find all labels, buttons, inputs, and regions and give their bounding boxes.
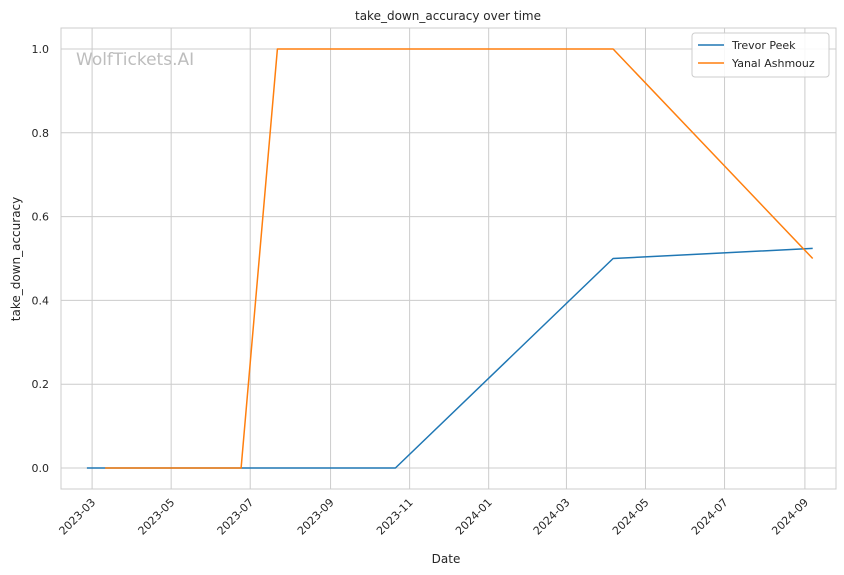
x-tick-label: 2023-09 xyxy=(295,496,337,538)
y-axis-title: take_down_accuracy xyxy=(9,197,23,321)
chart-title: take_down_accuracy over time xyxy=(355,9,541,23)
y-tick-label: 0.2 xyxy=(32,378,50,391)
x-tick-label: 2023-03 xyxy=(57,496,99,538)
x-tick-label: 2024-03 xyxy=(531,496,573,538)
plot-area xyxy=(60,27,837,490)
legend-label: Trevor Peek xyxy=(731,39,796,52)
x-axis-title: Date xyxy=(432,552,461,566)
series-line-yanal-ashmouz xyxy=(105,48,814,469)
x-tick-label: 2024-09 xyxy=(769,496,811,538)
legend-box xyxy=(691,32,830,78)
y-tick-label: 0.0 xyxy=(32,462,50,475)
y-tick-label: 1.0 xyxy=(32,43,50,56)
legend-label: Yanal Ashmouz xyxy=(731,57,815,70)
y-tick-label: 0.6 xyxy=(32,211,50,224)
x-tick-label: 2023-07 xyxy=(215,496,257,538)
x-tick-label: 2023-05 xyxy=(136,496,178,538)
x-tick-label: 2024-07 xyxy=(689,496,731,538)
y-tick-label: 0.4 xyxy=(32,294,50,307)
legend: Trevor Peek Yanal Ashmouz xyxy=(691,32,830,78)
x-tick-label: 2023-11 xyxy=(374,496,416,538)
x-tick-label: 2024-05 xyxy=(610,496,652,538)
y-tick-label: 0.8 xyxy=(32,127,50,140)
x-tick-label: 2024-01 xyxy=(453,496,495,538)
watermark: WolfTickets.AI xyxy=(76,50,194,70)
series-lines xyxy=(86,48,814,469)
